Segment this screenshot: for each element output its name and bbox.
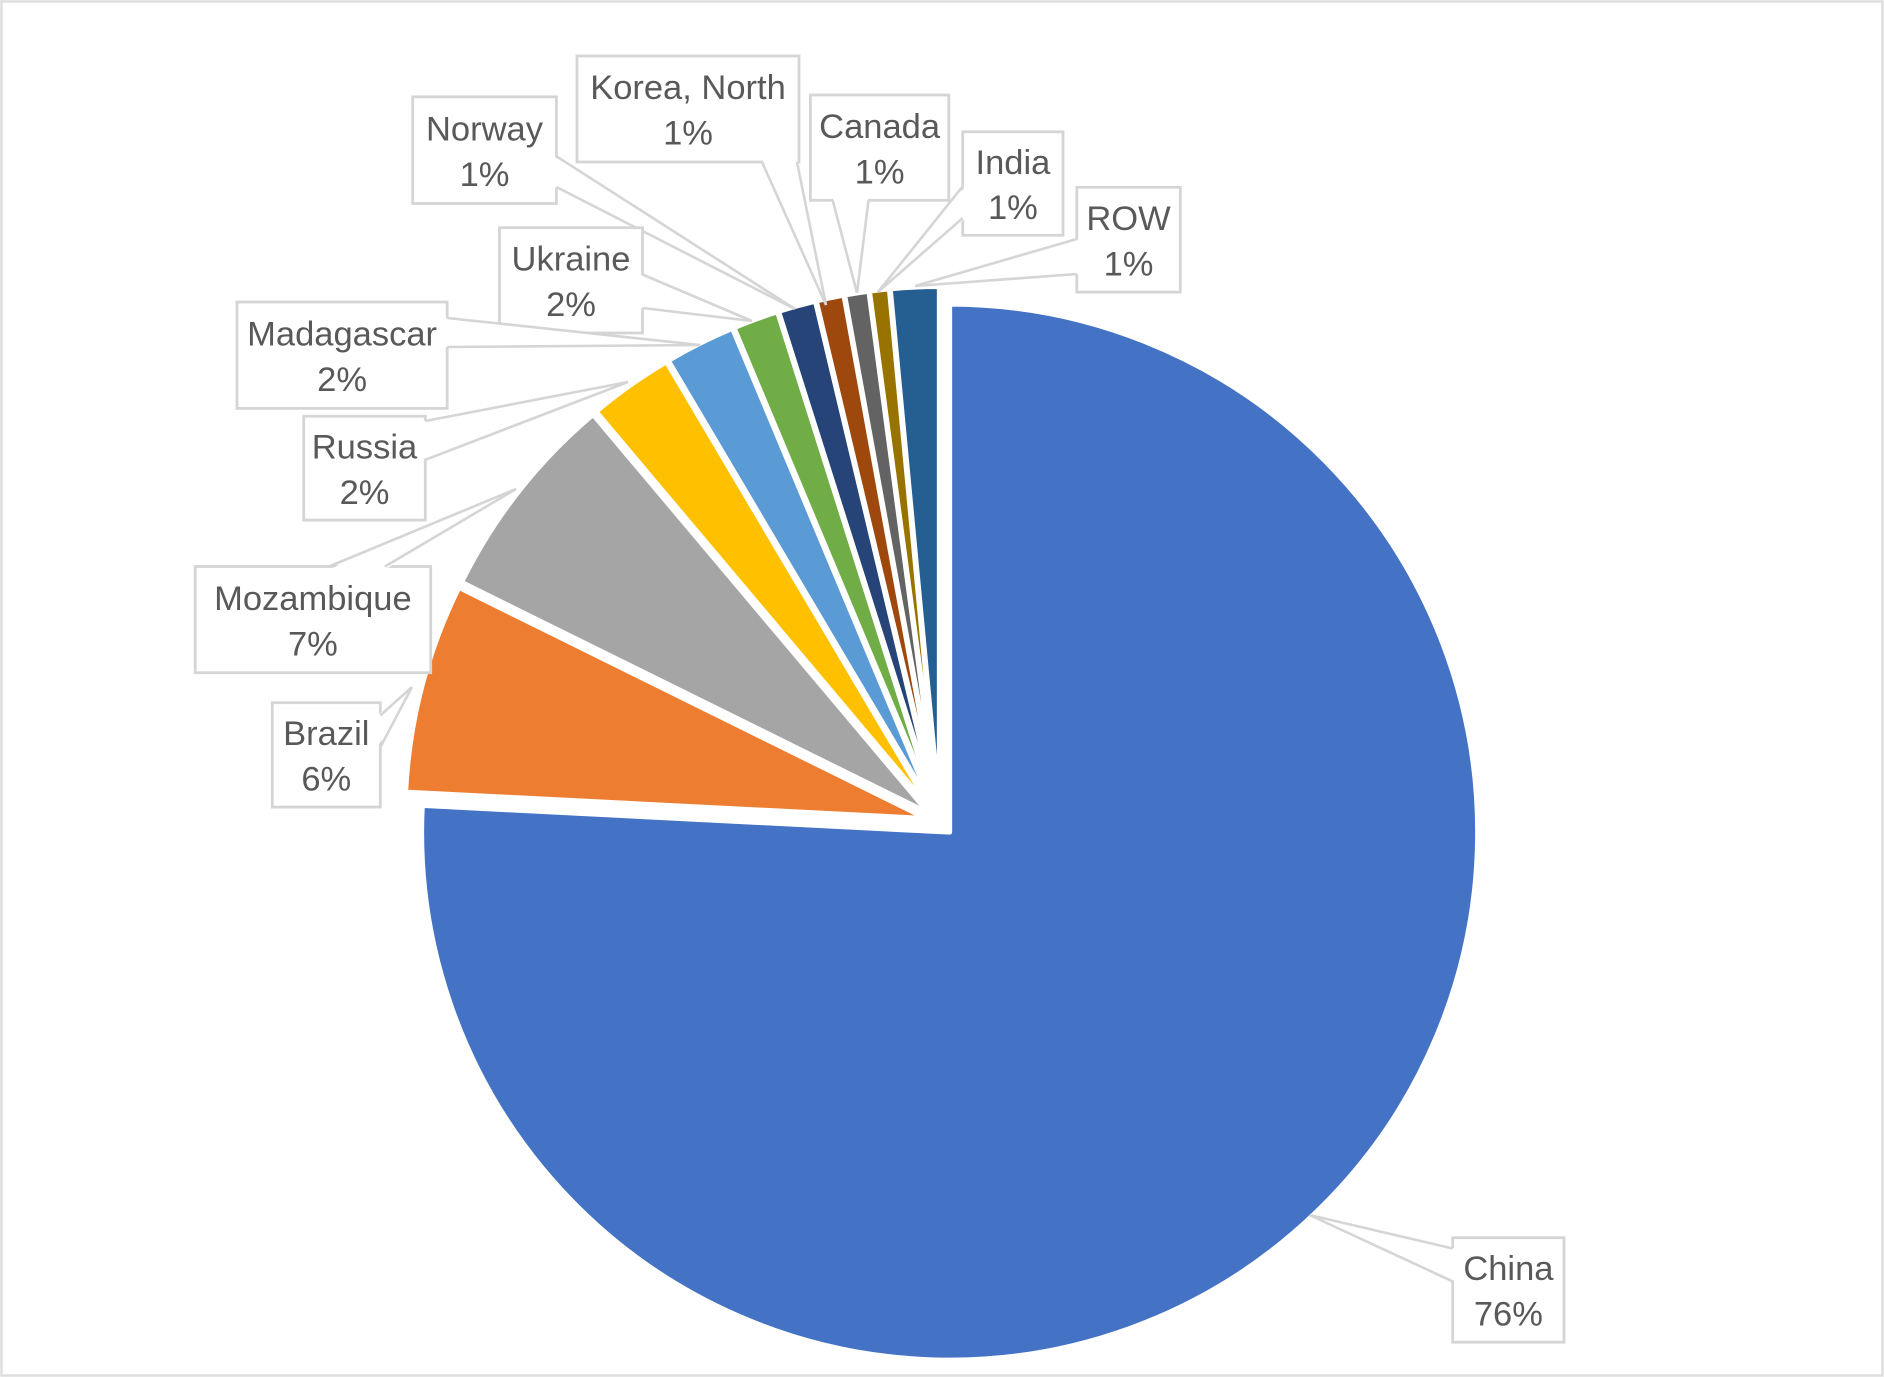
svg-text:Mozambique: Mozambique: [214, 580, 412, 618]
svg-text:2%: 2%: [340, 474, 390, 512]
svg-text:Russia: Russia: [312, 428, 418, 466]
svg-text:Norway: Norway: [426, 110, 544, 148]
svg-text:Brazil: Brazil: [283, 715, 369, 753]
svg-text:Korea, North: Korea, North: [590, 69, 786, 107]
svg-text:1%: 1%: [1104, 245, 1154, 283]
svg-text:Madagascar: Madagascar: [247, 315, 437, 353]
svg-text:76%: 76%: [1474, 1296, 1543, 1334]
svg-text:China: China: [1463, 1250, 1554, 1288]
svg-text:1%: 1%: [988, 189, 1038, 227]
svg-text:1%: 1%: [460, 156, 510, 194]
svg-text:2%: 2%: [317, 361, 367, 399]
svg-text:7%: 7%: [288, 625, 338, 663]
svg-text:Ukraine: Ukraine: [512, 241, 631, 279]
svg-text:India: India: [975, 144, 1051, 182]
svg-text:1%: 1%: [855, 153, 905, 191]
svg-text:6%: 6%: [301, 761, 351, 799]
svg-text:1%: 1%: [663, 115, 713, 153]
svg-text:2%: 2%: [546, 286, 596, 324]
svg-text:ROW: ROW: [1086, 200, 1171, 238]
svg-text:Canada: Canada: [819, 108, 941, 146]
